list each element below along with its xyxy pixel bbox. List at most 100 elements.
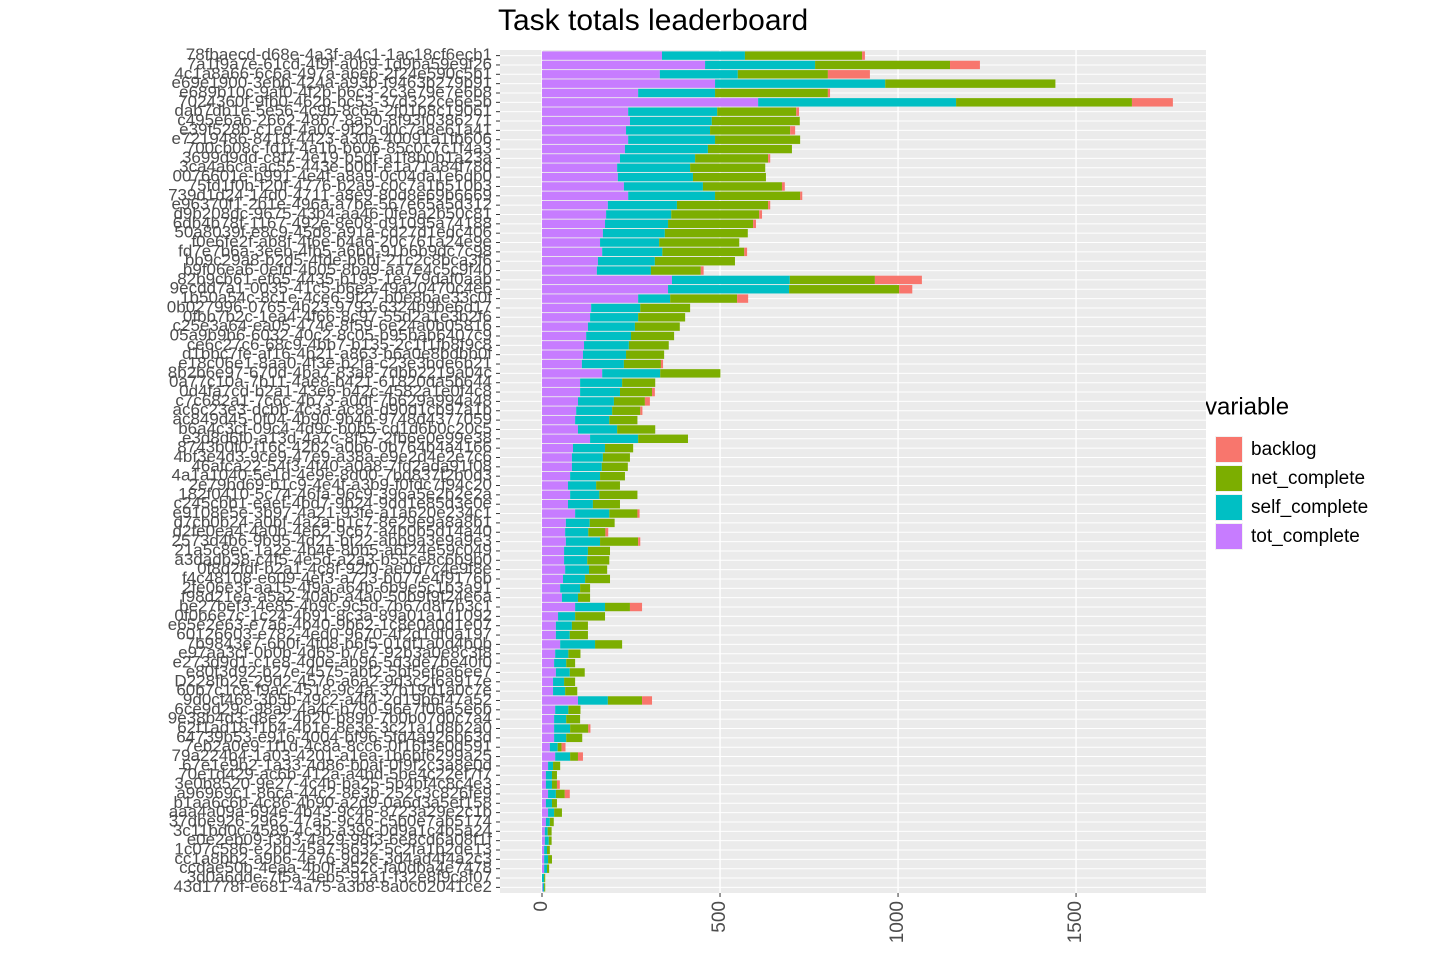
bar-segment (661, 51, 745, 60)
bar-segment (542, 238, 601, 247)
bar-segment (602, 247, 663, 257)
y-tick-label: f98d21ea-a5a2-40ab-a4a0-50b9f9f24e6a (181, 587, 493, 606)
bar-segment (544, 873, 546, 883)
bar-segment (619, 154, 696, 163)
bar-segment (553, 677, 565, 686)
bar-segment (544, 864, 547, 873)
bar-segment (600, 471, 625, 481)
bar-segment (586, 331, 632, 341)
bar-segment (542, 144, 625, 154)
bar-segment (542, 219, 606, 229)
bar-segment (542, 415, 576, 425)
bar-segment (542, 200, 608, 210)
bar-segment (542, 266, 597, 275)
bar-segment (899, 285, 913, 294)
bar-segment (660, 359, 664, 369)
bar-segment (575, 602, 606, 612)
bar-segment (589, 518, 615, 528)
legend-label: backlog (1251, 439, 1317, 460)
bar-segment (789, 285, 900, 294)
bar-segment (862, 51, 865, 60)
y-tick-label: 0d4fa7cd-b2a1-43e6-b42c-4582a1e0f4c8 (179, 382, 492, 401)
bar-segment (640, 303, 691, 313)
bar-segment (664, 228, 748, 238)
bar-segment (555, 752, 571, 761)
bar-segment (592, 500, 620, 509)
bar-segment (542, 350, 583, 359)
bar-segment (542, 677, 554, 686)
bar-segment (619, 387, 653, 397)
bar-segment (564, 556, 588, 565)
bar-segment (548, 836, 552, 845)
bar-segment (555, 649, 569, 658)
bar-segment (599, 490, 638, 500)
bar-segment (542, 378, 581, 387)
bar-segment (642, 696, 653, 705)
bar-segment (542, 752, 556, 761)
bar-segment (580, 378, 623, 387)
bar-segment (628, 191, 716, 201)
y-tick-label: d1bbc7fe-af16-4b21-a863-b6a0e8bdbb0f (182, 344, 492, 363)
bar-segment (570, 724, 589, 733)
y-tick-label: ce6c27c6-68c9-4bb7-b135-2c1f1fb8f9c8 (187, 335, 492, 354)
bar-segment (568, 649, 581, 658)
bar-segment (702, 182, 782, 191)
bar-segment (561, 593, 578, 602)
y-tick-label: 46afca22-54f3-4f40-a0a8-7fd2ada91f08 (191, 456, 492, 475)
bar-segment (542, 574, 564, 584)
bar-segment (545, 780, 552, 789)
y-tick-label: ac6c23e3-dcbb-4c3a-ac8a-d90d1cb97a1b (173, 400, 492, 419)
bar-segment (815, 60, 951, 70)
bar-segment (554, 733, 567, 743)
bar-segment (609, 415, 638, 425)
bar-segment (542, 658, 555, 668)
bar-segment (542, 135, 629, 144)
bar-segment (542, 649, 556, 658)
legend-swatch (1216, 524, 1242, 549)
bar-segment (542, 98, 759, 107)
bar-segment (542, 705, 556, 715)
bar-segment (542, 817, 546, 827)
bar-segment (542, 836, 545, 845)
bar-segment (638, 88, 716, 98)
bar-segment (542, 331, 587, 341)
y-tick-label: cc1a8bb2-a9b6-4e76-9d2e-3d4ad4f4a2c3 (174, 849, 492, 868)
bar-segment (660, 369, 721, 378)
y-tick-label: 60126603-e782-4ed0-9670-4f2d1df0a197 (176, 625, 492, 644)
bar-segment (542, 518, 566, 528)
y-tick-label: 3ca4a6ca-ac55-443e-b0bf-e1a71a84f78d (179, 157, 492, 176)
bar-segment (542, 565, 566, 574)
y-tick-label: 8b2b6e97-670d-4ba7-83a8-7dbb2219a04c (168, 363, 493, 382)
bar-segment (759, 210, 763, 219)
bar-segment (607, 200, 677, 210)
bar-segment (542, 313, 591, 322)
y-tick-label: bb9c29a8-b2d5-4fde-b6bf-21c2c8bca3f6 (185, 251, 492, 270)
y-tick-label: 82b9cb61-ef65-4435-b195-1ea79daf0aab (177, 269, 492, 288)
bar-segment (638, 537, 641, 546)
bar-segment (585, 574, 611, 584)
bar-segment (553, 686, 566, 696)
y-tick-label: e69e1900-3ebb-424a-a93b-f9463b279b91 (172, 73, 492, 92)
bar-segment (577, 696, 608, 705)
y-tick-label: 37dbe926-2962-47a5-9c46-c5b0e7ab5174 (169, 811, 492, 830)
bar-segment (542, 228, 603, 238)
y-tick-label: 1b50a54c-8c1e-4ce6-9f27-b0e8bae33c0f (180, 288, 492, 307)
bar-segment (606, 210, 672, 219)
bar-segment (827, 88, 831, 98)
bar-segment (577, 425, 618, 434)
bar-segment (700, 266, 704, 275)
bar-segment (715, 135, 801, 144)
bar-segment (555, 789, 565, 799)
y-tick-label: 75fd1f0b-f20f-4776-b2a9-c0c7a1b510b3 (188, 176, 492, 195)
y-tick-label: c7c682a1-7c6c-4b73-a0df-7b629a994a48 (175, 391, 492, 410)
y-tick-label: b9f06ea6-0efd-4b05-8ba9-aa7e4c5c9f40 (183, 260, 492, 279)
y-tick-label: 1c07c586-e2bd-45a7-8632-5c2fa1b2de13 (174, 839, 492, 858)
y-tick-label: 4c1a8a66-6c6a-497a-a6e6-2f24e590c5b1 (174, 64, 492, 83)
bar-segment (542, 630, 556, 640)
y-tick-label: 62f1ad18-f1b4-4b1e-8e3e-3c21a1d8b2a0 (177, 718, 492, 737)
bar-segment (605, 528, 609, 537)
bar-segment (542, 462, 572, 472)
bar-segment (629, 602, 643, 612)
x-tick-label: 1500 (1065, 901, 1086, 943)
